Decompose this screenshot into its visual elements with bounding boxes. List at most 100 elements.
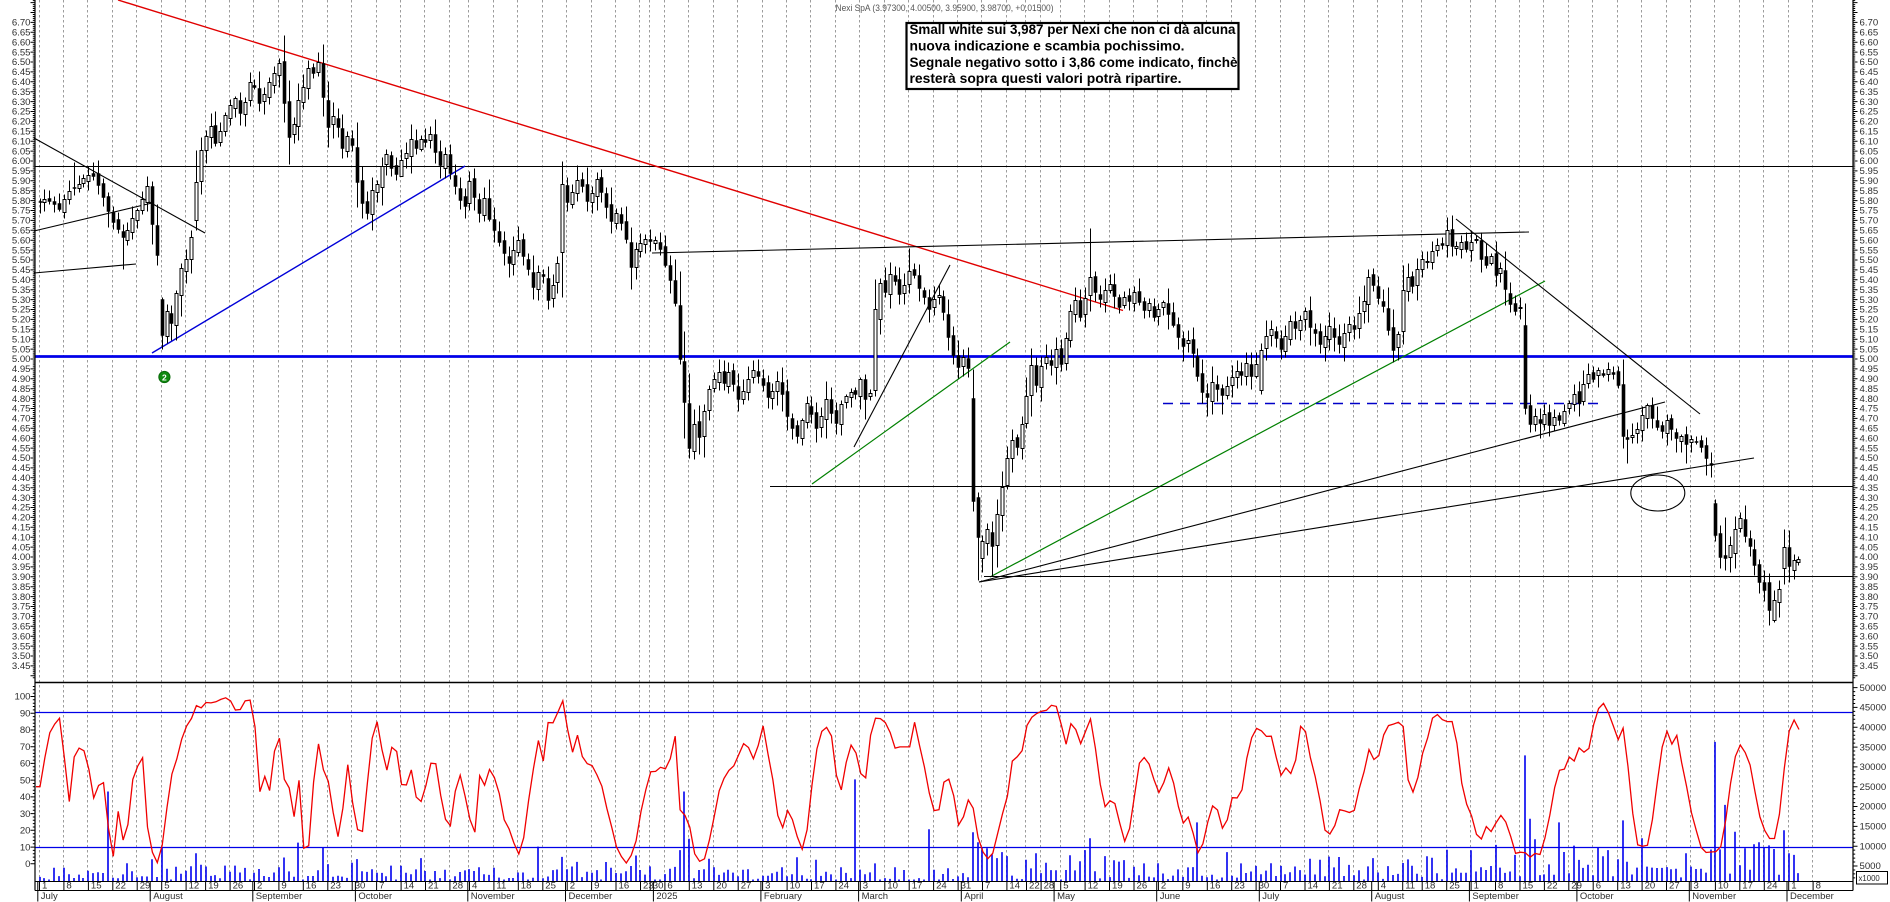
svg-text:28: 28 [1044, 881, 1055, 892]
svg-text:July: July [41, 891, 58, 902]
svg-text:4.35: 4.35 [12, 483, 31, 494]
svg-text:Small white sui 3,987 per Nexi: Small white sui 3,987 per Nexi che non c… [910, 22, 1236, 37]
svg-text:July: July [1262, 891, 1279, 902]
svg-text:4.50: 4.50 [12, 453, 31, 464]
svg-text:50: 50 [20, 775, 31, 786]
svg-text:3.90: 3.90 [1860, 572, 1879, 583]
svg-text:29: 29 [1571, 881, 1582, 892]
svg-text:6.00: 6.00 [1860, 156, 1879, 167]
svg-text:6.20: 6.20 [12, 117, 31, 128]
svg-text:5.35: 5.35 [1860, 285, 1879, 296]
svg-text:April: April [964, 891, 983, 902]
svg-text:45000: 45000 [1860, 703, 1887, 714]
svg-text:1: 1 [42, 881, 47, 892]
svg-text:4.55: 4.55 [1860, 443, 1879, 454]
svg-text:5.20: 5.20 [12, 315, 31, 326]
svg-text:February: February [764, 891, 802, 902]
svg-text:4.75: 4.75 [12, 404, 31, 415]
svg-text:60: 60 [20, 759, 31, 770]
svg-text:4.00: 4.00 [1860, 552, 1879, 563]
svg-text:4.15: 4.15 [12, 523, 31, 534]
svg-text:6: 6 [667, 881, 672, 892]
svg-text:25: 25 [1449, 881, 1460, 892]
svg-text:3.45: 3.45 [1860, 661, 1879, 672]
svg-text:0: 0 [25, 859, 30, 870]
svg-text:6.15: 6.15 [12, 127, 31, 138]
svg-text:3.70: 3.70 [1860, 612, 1879, 623]
svg-text:20: 20 [1645, 881, 1656, 892]
svg-text:4.10: 4.10 [1860, 532, 1879, 543]
svg-text:26: 26 [1137, 881, 1148, 892]
svg-text:10: 10 [1718, 881, 1729, 892]
svg-text:3.50: 3.50 [12, 651, 31, 662]
svg-text:6.00: 6.00 [12, 156, 31, 167]
svg-text:6.30: 6.30 [1860, 97, 1879, 108]
svg-text:4.10: 4.10 [12, 532, 31, 543]
svg-text:23: 23 [1234, 881, 1245, 892]
svg-text:80: 80 [20, 725, 31, 736]
svg-text:x1000: x1000 [1859, 874, 1881, 883]
svg-text:3.45: 3.45 [12, 661, 31, 672]
svg-text:5.05: 5.05 [1860, 344, 1879, 355]
svg-text:10: 10 [20, 842, 31, 853]
svg-text:4.85: 4.85 [1860, 384, 1879, 395]
svg-text:14: 14 [1009, 881, 1020, 892]
svg-text:21: 21 [428, 881, 439, 892]
svg-text:90: 90 [20, 708, 31, 719]
svg-text:3.65: 3.65 [1860, 622, 1879, 633]
svg-text:Nexi SpA (3.97300, 4.00500, 3.: Nexi SpA (3.97300, 4.00500, 3.95900, 3.9… [836, 3, 1054, 13]
svg-text:5.45: 5.45 [12, 265, 31, 276]
svg-text:6.20: 6.20 [1860, 117, 1879, 128]
svg-text:6.05: 6.05 [12, 146, 31, 157]
svg-text:26: 26 [233, 881, 244, 892]
svg-text:10: 10 [790, 881, 801, 892]
svg-text:16: 16 [1210, 881, 1221, 892]
svg-text:5.15: 5.15 [12, 325, 31, 336]
svg-text:3.80: 3.80 [12, 592, 31, 603]
svg-text:19: 19 [1112, 881, 1123, 892]
svg-text:22: 22 [1029, 881, 1040, 892]
svg-text:5.75: 5.75 [1860, 206, 1879, 217]
svg-text:2: 2 [1161, 881, 1166, 892]
svg-text:5: 5 [164, 881, 169, 892]
svg-text:6.25: 6.25 [12, 107, 31, 118]
svg-text:October: October [358, 891, 392, 902]
svg-text:17: 17 [1742, 881, 1753, 892]
svg-text:4.60: 4.60 [1860, 433, 1879, 444]
svg-text:40: 40 [20, 792, 31, 803]
svg-text:18: 18 [521, 881, 532, 892]
svg-text:4.75: 4.75 [1860, 404, 1879, 415]
svg-text:11: 11 [1405, 881, 1415, 892]
svg-text:30: 30 [355, 881, 366, 892]
svg-text:June: June [1160, 891, 1181, 902]
svg-text:9: 9 [1185, 881, 1190, 892]
svg-text:20: 20 [716, 881, 727, 892]
svg-text:24: 24 [936, 881, 947, 892]
svg-text:6.60: 6.60 [12, 37, 31, 48]
svg-text:5.25: 5.25 [1860, 305, 1879, 316]
svg-text:4.45: 4.45 [12, 463, 31, 474]
svg-text:4: 4 [1381, 881, 1387, 892]
svg-text:30: 30 [1259, 881, 1270, 892]
svg-text:4.55: 4.55 [12, 443, 31, 454]
svg-text:4.25: 4.25 [12, 503, 31, 514]
svg-text:4.65: 4.65 [12, 424, 31, 435]
svg-text:5.90: 5.90 [12, 176, 31, 187]
svg-text:19: 19 [208, 881, 219, 892]
svg-text:3.55: 3.55 [12, 641, 31, 652]
svg-text:August: August [153, 891, 183, 902]
svg-text:5.10: 5.10 [12, 334, 31, 345]
svg-text:5.40: 5.40 [1860, 275, 1879, 286]
svg-text:12: 12 [189, 881, 200, 892]
svg-text:5.05: 5.05 [12, 344, 31, 355]
svg-text:6.45: 6.45 [12, 67, 31, 78]
svg-text:35000: 35000 [1860, 742, 1887, 753]
svg-text:28: 28 [1356, 881, 1367, 892]
svg-text:3.50: 3.50 [1860, 651, 1879, 662]
svg-text:6.35: 6.35 [1860, 87, 1879, 98]
svg-text:4.50: 4.50 [1860, 453, 1879, 464]
svg-text:13: 13 [1620, 881, 1631, 892]
svg-text:27: 27 [1669, 881, 1680, 892]
svg-text:5.85: 5.85 [1860, 186, 1879, 197]
svg-text:5.00: 5.00 [12, 354, 31, 365]
